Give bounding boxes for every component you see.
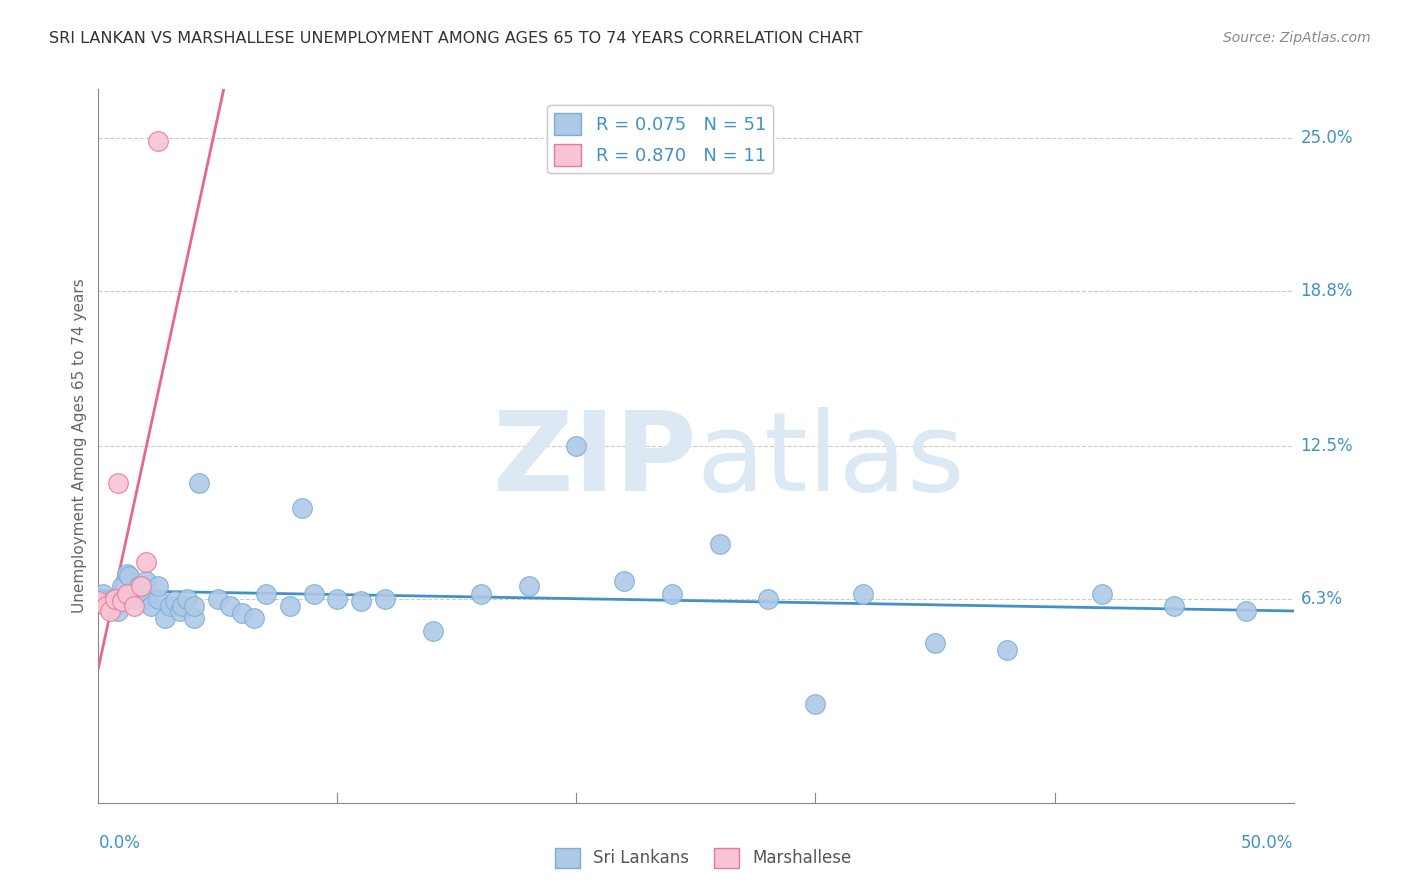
Point — [756, 591, 779, 606]
Point — [118, 569, 141, 583]
Point — [131, 579, 153, 593]
Text: 0.0%: 0.0% — [98, 834, 141, 852]
Point — [115, 587, 138, 601]
Point — [163, 594, 186, 608]
Point — [148, 134, 170, 148]
Point — [111, 594, 134, 608]
Text: 6.3%: 6.3% — [1301, 590, 1343, 607]
Point — [128, 579, 150, 593]
Point — [87, 594, 110, 608]
Point — [924, 636, 946, 650]
Text: atlas: atlas — [696, 407, 965, 514]
Point — [169, 604, 191, 618]
Point — [231, 607, 253, 621]
Point — [91, 587, 114, 601]
Point — [159, 599, 181, 613]
Point — [661, 587, 683, 601]
Point — [98, 594, 122, 608]
Text: Source: ZipAtlas.com: Source: ZipAtlas.com — [1223, 31, 1371, 45]
Legend: Sri Lankans, Marshallese: Sri Lankans, Marshallese — [548, 841, 858, 875]
Point — [104, 599, 127, 613]
Point — [709, 537, 731, 551]
Text: ZIP: ZIP — [492, 407, 696, 514]
Point — [104, 591, 127, 606]
Point — [565, 439, 588, 453]
Point — [148, 591, 170, 606]
Point — [135, 555, 157, 569]
Point — [124, 599, 146, 613]
Text: 50.0%: 50.0% — [1241, 834, 1294, 852]
Text: 25.0%: 25.0% — [1301, 129, 1353, 147]
Point — [107, 475, 129, 490]
Point — [1163, 599, 1185, 613]
Point — [278, 599, 301, 613]
Point — [470, 587, 492, 601]
Point — [148, 579, 170, 593]
Point — [207, 591, 229, 606]
Point — [183, 611, 205, 625]
Text: 18.8%: 18.8% — [1301, 282, 1353, 300]
Point — [804, 698, 827, 712]
Point — [135, 574, 157, 589]
Point — [852, 587, 875, 601]
Point — [155, 611, 177, 625]
Point — [219, 599, 242, 613]
Point — [111, 579, 134, 593]
Point — [131, 594, 153, 608]
Point — [124, 591, 146, 606]
Point — [1091, 587, 1114, 601]
Point — [422, 624, 444, 638]
Point — [517, 579, 540, 593]
Point — [139, 599, 162, 613]
Point — [135, 587, 157, 601]
Text: SRI LANKAN VS MARSHALLESE UNEMPLOYMENT AMONG AGES 65 TO 74 YEARS CORRELATION CHA: SRI LANKAN VS MARSHALLESE UNEMPLOYMENT A… — [49, 31, 863, 46]
Point — [1234, 604, 1257, 618]
Y-axis label: Unemployment Among Ages 65 to 74 years: Unemployment Among Ages 65 to 74 years — [72, 278, 87, 614]
Point — [243, 611, 266, 625]
Point — [350, 594, 373, 608]
Point — [613, 574, 636, 589]
Point — [107, 604, 129, 618]
Text: 12.5%: 12.5% — [1301, 437, 1353, 455]
Point — [98, 604, 122, 618]
Point — [254, 587, 277, 601]
Point — [94, 599, 117, 613]
Point — [374, 591, 396, 606]
Point — [995, 643, 1018, 657]
Point — [290, 500, 312, 515]
Point — [183, 599, 205, 613]
Point — [302, 587, 325, 601]
Point — [176, 591, 198, 606]
Point — [187, 475, 209, 490]
Legend: R = 0.075   N = 51, R = 0.870   N = 11: R = 0.075 N = 51, R = 0.870 N = 11 — [547, 105, 773, 173]
Point — [172, 599, 194, 613]
Point — [326, 591, 349, 606]
Point — [115, 566, 138, 581]
Point — [125, 587, 148, 601]
